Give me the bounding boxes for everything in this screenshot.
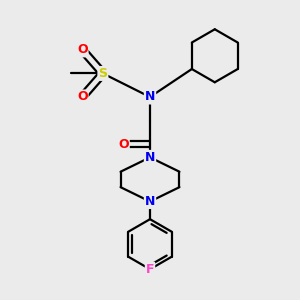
Text: O: O <box>118 138 129 151</box>
Text: S: S <box>98 67 107 80</box>
Text: O: O <box>77 44 88 56</box>
Text: N: N <box>145 151 155 164</box>
Text: F: F <box>146 263 154 276</box>
Text: N: N <box>145 195 155 208</box>
Text: O: O <box>77 91 88 103</box>
Text: N: N <box>145 91 155 103</box>
